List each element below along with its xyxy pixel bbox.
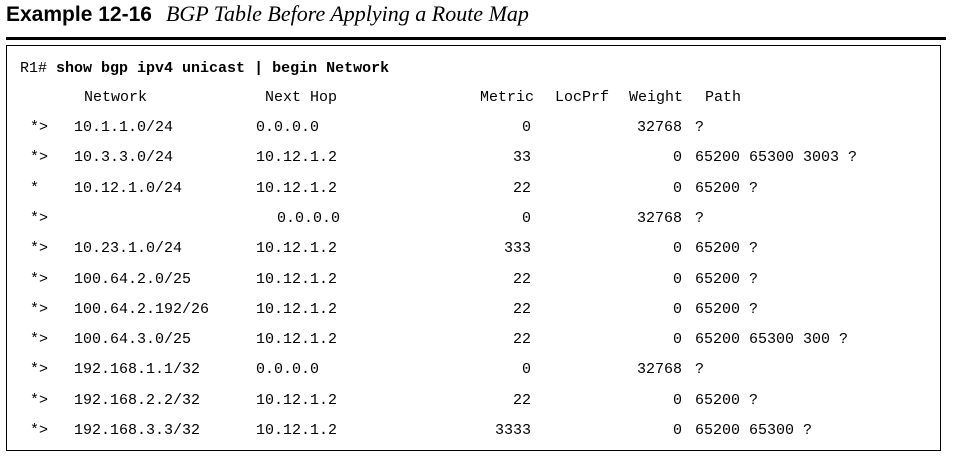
cell-path: 65200 65300 300 ? [695,331,849,348]
cell-weight: 0 [672,240,682,257]
cell-status: *> [30,149,49,166]
caption-rule [6,37,946,40]
header-metric: Metric [480,89,535,106]
cell-network: 100.64.2.192/26 [74,301,210,318]
header-next-hop: Next Hop [265,89,338,106]
cell-metric: 333 [503,240,531,257]
header-weight: Weight [629,89,684,106]
cell-network: 100.64.3.0/25 [74,331,192,348]
cell-weight: 32768 [636,119,682,136]
cell-status: *> [30,301,49,318]
cell-status: *> [30,331,49,348]
cell-metric: 33 [512,149,531,166]
cli-output-box [6,45,941,451]
cell-path: ? [695,210,705,227]
cell-status: *> [30,271,49,288]
cell-network: 192.168.2.2/32 [74,392,201,409]
cell-metric: 22 [512,301,531,318]
example-number: Example 12-16 [6,3,152,26]
cell-weight: 32768 [636,210,682,227]
cell-path: 65200 ? [695,392,759,409]
cell-weight: 0 [672,149,682,166]
cell-network: 192.168.1.1/32 [74,361,201,378]
cell-next-hop: 0.0.0.0 [256,361,320,378]
cell-network: 10.23.1.0/24 [74,240,183,257]
cell-path: 65200 ? [695,240,759,257]
cell-status: *> [30,210,49,227]
example-caption: Example 12-16 BGP Table Before Applying … [6,1,529,31]
cell-path: 65200 ? [695,180,759,197]
example-title: BGP Table Before Applying a Route Map [165,1,529,26]
cell-network: 100.64.2.0/25 [74,271,192,288]
cell-next-hop: 10.12.1.2 [256,422,338,439]
cell-weight: 0 [672,271,682,288]
cell-path: 65200 65300 3003 ? [695,149,858,166]
cell-metric: 22 [512,392,531,409]
cell-network: 10.3.3.0/24 [74,149,174,166]
cell-network: 10.12.1.0/24 [74,180,183,197]
cell-metric: 0 [521,119,531,136]
cell-metric: 3333 [494,422,531,439]
cell-weight: 0 [672,392,682,409]
cell-weight: 0 [672,180,682,197]
cell-status: * [30,180,40,197]
cell-path: 65200 ? [695,301,759,318]
cell-network: 10.1.1.0/24 [74,119,174,136]
cell-status: *> [30,422,49,439]
cell-path: ? [695,119,705,136]
cell-next-hop: 10.12.1.2 [256,240,338,257]
cell-next-hop: 10.12.1.2 [256,301,338,318]
cell-next-hop: 10.12.1.2 [256,271,338,288]
cell-next-hop: 10.12.1.2 [256,331,338,348]
cell-metric: 22 [512,271,531,288]
cell-next-hop: 10.12.1.2 [256,392,338,409]
cell-network: 192.168.3.3/32 [74,422,201,439]
cell-status: *> [30,119,49,136]
cell-next-hop: 10.12.1.2 [256,180,338,197]
cell-status: *> [30,392,49,409]
cli-prompt: R1# [20,60,48,77]
cli-command-line: R1# show bgp ipv4 unicast | begin Networ… [20,60,389,78]
cell-weight: 0 [672,301,682,318]
cell-next-hop: 0.0.0.0 [256,119,320,136]
cell-metric: 22 [512,331,531,348]
cli-command: show bgp ipv4 unicast | begin Network [56,60,390,77]
cell-status: *> [30,361,49,378]
cell-path: 65200 65300 ? [695,422,813,439]
cell-path: 65200 ? [695,271,759,288]
cell-weight: 0 [672,331,682,348]
cell-weight: 0 [672,422,682,439]
cell-path: ? [695,361,705,378]
cell-status: *> [30,240,49,257]
cell-metric: 0 [521,210,531,227]
header-path: Path [705,89,742,106]
cell-metric: 0 [521,361,531,378]
cell-weight: 32768 [636,361,682,378]
header-network: Network [84,89,148,106]
cell-metric: 22 [512,180,531,197]
header-locprf: LocPrf [555,89,610,106]
cell-next-hop: 10.12.1.2 [256,149,338,166]
cell-next-hop: 0.0.0.0 [277,210,341,227]
